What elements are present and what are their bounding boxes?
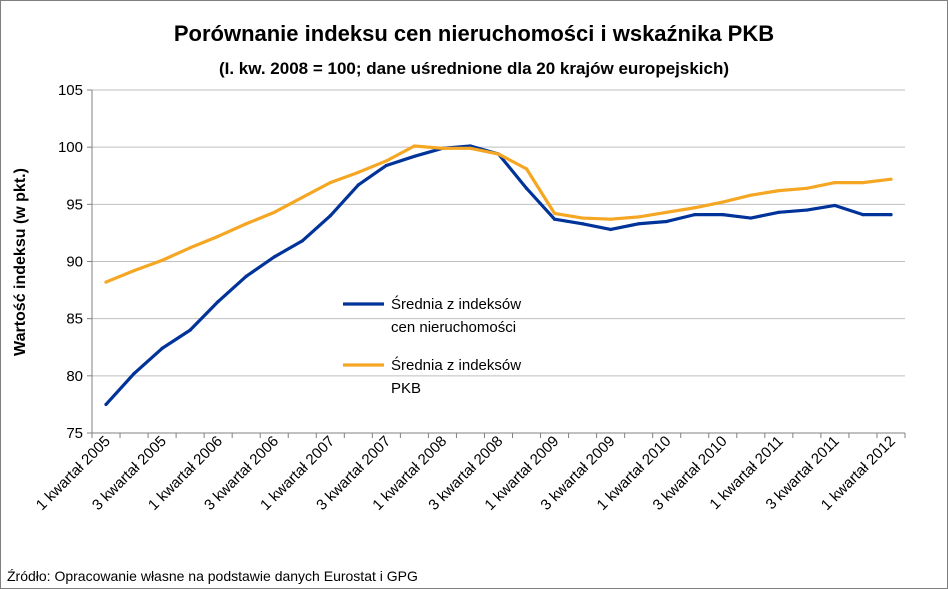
series-2-point [188, 246, 192, 250]
series-2-point [552, 211, 557, 216]
y-tick-label: 85 [66, 311, 83, 328]
series-1-point [552, 217, 557, 221]
series-1-point [609, 227, 613, 232]
series-2-point [637, 215, 641, 219]
legend-label-1: cen nieruchomości [391, 319, 516, 336]
series-2-point [581, 216, 585, 220]
series-2-point [721, 200, 725, 204]
series-1-point [160, 346, 164, 350]
series-1-point [637, 222, 641, 226]
series-2-point [356, 170, 360, 174]
series-2-point [805, 186, 809, 190]
series-1-point [216, 299, 220, 304]
series-1-point [777, 210, 781, 214]
legend-label-2: Średnia z indeksów [391, 356, 521, 374]
series-2-point [384, 159, 388, 163]
series-2-point [861, 181, 865, 185]
series-1-point [132, 371, 136, 376]
series-1-point [272, 255, 276, 259]
series-2-point [609, 217, 613, 221]
series-1-point [833, 203, 837, 208]
y-axis-label: Wartość indeksu (w pkt.) [12, 168, 29, 356]
series-2-point [132, 269, 136, 273]
series-2-point [440, 146, 445, 150]
source-note: Źródło: Opracowanie własne na podstawie … [7, 568, 418, 584]
series-1-point [244, 274, 248, 278]
series-1-point [412, 154, 416, 158]
series-2-point [328, 181, 332, 185]
series-2-point [524, 167, 529, 171]
series-1-point [805, 208, 809, 212]
series-2-point [272, 210, 276, 214]
series-1-point [104, 402, 108, 407]
series-2-point [777, 189, 781, 193]
series-1-point [356, 183, 360, 187]
chart-subtitle: (I. kw. 2008 = 100; dane uśrednione dla … [219, 59, 729, 78]
series-1-point [693, 213, 697, 217]
y-tick-label: 95 [66, 196, 83, 213]
legend-label-2: PKB [391, 380, 421, 397]
series-1-point [749, 216, 753, 220]
y-tick-label: 80 [66, 368, 83, 385]
series-2-point [693, 206, 697, 210]
series-2-point [160, 258, 164, 262]
grid [92, 89, 905, 377]
y-tick-label: 90 [66, 254, 83, 271]
series-1-point [665, 219, 669, 224]
series-1-point [384, 163, 388, 168]
series-2-point [104, 280, 108, 284]
series-2-point [665, 210, 669, 214]
y-tick-label: 75 [66, 425, 83, 442]
series-1-point [581, 222, 585, 226]
series-2-point [496, 152, 501, 156]
series-2-point [300, 195, 304, 200]
series-1-point [188, 328, 192, 332]
series-1-point [721, 213, 725, 217]
series-2-point [833, 181, 837, 185]
series-2-point [244, 222, 248, 226]
series-2-point [468, 146, 473, 150]
y-tick-label: 105 [58, 82, 83, 99]
series-1-point [524, 186, 529, 190]
series-2-point [412, 144, 416, 148]
series-2-point [749, 193, 753, 197]
series-2-point [889, 177, 893, 181]
legend: Średnia z indeksów cen nieruchomości Średn… [343, 295, 521, 397]
y-tick-label: 100 [58, 139, 83, 156]
series-1-point [328, 214, 332, 218]
legend-label-1: Średnia z indeksów [391, 295, 521, 313]
series-1-point [861, 213, 865, 217]
series-1-point [300, 239, 304, 243]
series-layer [104, 144, 893, 407]
chart-title: Porównanie indeksu cen nieruchomości i w… [174, 21, 774, 46]
series-2-point [216, 234, 220, 238]
series-1-point [889, 213, 893, 217]
